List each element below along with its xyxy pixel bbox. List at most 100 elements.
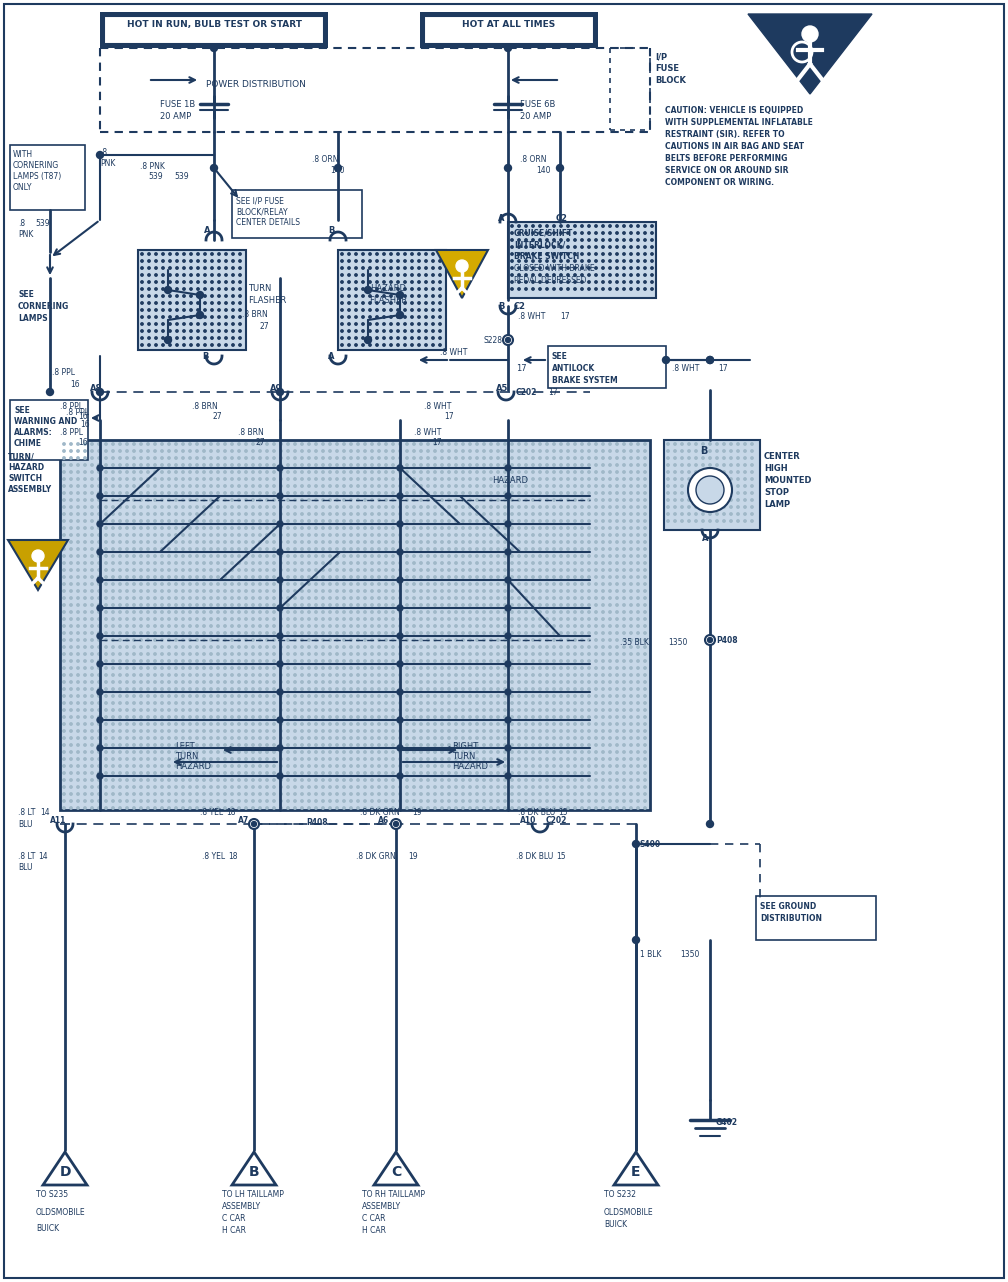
Circle shape (588, 232, 591, 235)
Circle shape (62, 772, 66, 774)
Circle shape (376, 274, 378, 276)
Circle shape (462, 499, 465, 501)
Circle shape (105, 555, 107, 558)
Circle shape (637, 246, 639, 249)
Circle shape (161, 638, 163, 641)
Circle shape (511, 232, 513, 235)
Circle shape (497, 610, 499, 613)
Circle shape (98, 506, 100, 508)
Circle shape (91, 470, 93, 473)
Circle shape (476, 450, 478, 453)
Text: .8 PNK: .8 PNK (140, 162, 165, 171)
Circle shape (525, 569, 527, 572)
Circle shape (545, 674, 548, 676)
Circle shape (62, 765, 66, 767)
Circle shape (174, 442, 177, 445)
Circle shape (413, 506, 415, 508)
Circle shape (505, 465, 511, 470)
Circle shape (545, 778, 548, 781)
Circle shape (616, 688, 618, 690)
Circle shape (616, 569, 618, 572)
Circle shape (504, 709, 506, 712)
Circle shape (574, 287, 577, 290)
Circle shape (390, 295, 392, 297)
Circle shape (307, 604, 310, 606)
Circle shape (238, 499, 240, 501)
Circle shape (62, 456, 66, 459)
Circle shape (552, 674, 555, 676)
Circle shape (141, 315, 143, 318)
Circle shape (105, 604, 107, 606)
Circle shape (696, 476, 724, 504)
Circle shape (364, 519, 366, 522)
Circle shape (574, 562, 577, 564)
Circle shape (70, 485, 73, 487)
Circle shape (167, 729, 170, 732)
Circle shape (399, 688, 401, 690)
Circle shape (364, 674, 366, 676)
Circle shape (162, 301, 164, 304)
Circle shape (147, 723, 149, 726)
Circle shape (357, 618, 359, 620)
Circle shape (161, 541, 163, 544)
Circle shape (552, 499, 555, 501)
Circle shape (84, 533, 87, 536)
Circle shape (413, 653, 415, 655)
Circle shape (433, 786, 436, 788)
Circle shape (392, 765, 394, 767)
Circle shape (77, 806, 80, 809)
Circle shape (197, 329, 200, 332)
Circle shape (287, 590, 289, 592)
Circle shape (433, 513, 436, 515)
Circle shape (322, 506, 325, 508)
Circle shape (440, 618, 444, 620)
Circle shape (404, 309, 406, 312)
Circle shape (559, 723, 562, 726)
Circle shape (399, 638, 401, 641)
Circle shape (293, 610, 296, 613)
Circle shape (723, 456, 725, 459)
Circle shape (126, 723, 128, 726)
Circle shape (217, 527, 219, 529)
Circle shape (119, 715, 121, 718)
Circle shape (504, 456, 506, 459)
Circle shape (273, 624, 275, 627)
Circle shape (364, 533, 366, 536)
Circle shape (147, 660, 149, 663)
Circle shape (293, 632, 296, 635)
Circle shape (702, 456, 705, 459)
Circle shape (287, 646, 289, 649)
Circle shape (167, 660, 170, 663)
Circle shape (644, 274, 646, 276)
Circle shape (413, 667, 415, 669)
Circle shape (532, 224, 534, 227)
Circle shape (350, 541, 352, 544)
Circle shape (77, 527, 80, 529)
Circle shape (559, 246, 562, 249)
Circle shape (609, 695, 611, 697)
Circle shape (525, 287, 527, 290)
Circle shape (175, 274, 178, 276)
Circle shape (62, 681, 66, 683)
Circle shape (210, 576, 213, 578)
Circle shape (376, 323, 378, 326)
Circle shape (623, 583, 625, 585)
Circle shape (238, 597, 240, 599)
Text: P408: P408 (306, 818, 328, 827)
Circle shape (147, 478, 149, 481)
Circle shape (371, 715, 373, 718)
Circle shape (602, 533, 604, 536)
Circle shape (588, 583, 591, 585)
Text: B: B (328, 226, 335, 235)
Circle shape (404, 253, 406, 255)
Circle shape (392, 470, 394, 473)
Circle shape (322, 681, 325, 683)
Circle shape (238, 464, 240, 467)
Circle shape (181, 632, 184, 635)
Circle shape (539, 470, 541, 473)
Circle shape (224, 456, 226, 459)
Circle shape (224, 681, 226, 683)
Circle shape (644, 701, 646, 704)
Circle shape (62, 541, 66, 544)
Circle shape (357, 653, 359, 655)
